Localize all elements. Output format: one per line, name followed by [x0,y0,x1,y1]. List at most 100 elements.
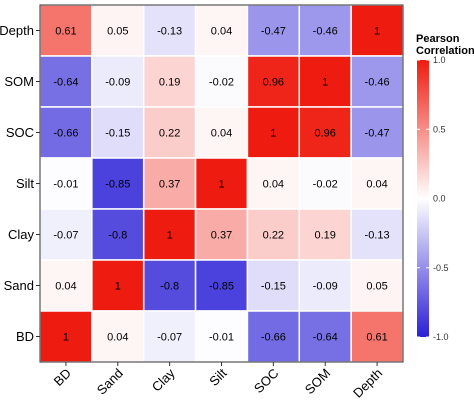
cell-value-label: -0.13 [157,26,182,38]
legend-title-line-1: Pearson [416,33,460,45]
cell-value-label: 0.37 [159,179,180,191]
cell-value-label: -0.13 [365,230,390,242]
cell-value-label: -0.09 [105,77,130,89]
cell-value-label: -0.01 [53,179,78,191]
cell-value-label: 1 [270,128,276,140]
y-tick-label-silt: Silt [16,176,34,191]
y-tick-label-depth: Depth [0,23,34,38]
heatmap-cell-depth-sand [91,4,145,57]
cell-value-label: 1 [322,77,328,89]
heatmap-cell-bd-silt [194,310,249,363]
cell-value-label: -0.47 [365,128,390,140]
cell-value-label: -0.64 [53,77,78,89]
y-axis-ticks: Depth SOM SOC Silt Clay Sand BD [0,23,40,344]
cell-value-label: 1 [115,281,121,293]
cell-value-label: 0.04 [263,179,284,191]
cell-value-label: -0.01 [209,332,234,344]
heatmap-cell-clay-bd [39,208,93,261]
heatmap-cell-silt-sand [91,157,145,210]
heatmap-cell-silt-bd [39,157,93,210]
cell-value-label: -0.85 [209,281,234,293]
y-tick-label-som: SOM [4,74,34,89]
cell-value-label: 0.04 [55,281,76,293]
cell-value-label: -0.47 [261,26,286,38]
x-tick-label-soc: SOC [251,366,282,397]
cell-value-label: -0.8 [108,230,127,242]
cell-value-label: 1 [63,332,69,344]
x-tick-label-sand: Sand [94,366,126,398]
heatmap-cell-soc-silt [194,106,249,159]
legend-ticks: 1.0 0.5 0.0 -0.5 -1.0 [417,55,449,342]
heatmap-cell-sand-sand [91,259,145,312]
heatmap-cell-sand-bd [39,259,93,312]
heatmap-cell-sand-depth [350,259,404,312]
x-tick-label-depth: Depth [350,366,385,400]
legend-title-line-2: Correlation [416,45,474,57]
heatmap-cell-som-soc [246,55,301,108]
cell-value-label: 0.05 [107,26,128,38]
x-axis-ticks: BD Sand Clay Silt SOC SOM Depth [51,362,385,400]
x-tick-label-silt: Silt [206,365,230,389]
heatmap-cell-soc-sand [91,106,145,159]
x-tick-label-clay: Clay [149,365,178,394]
legend-tick-label: -1.0 [433,332,449,342]
cell-value-label: -0.02 [209,77,234,89]
cell-value-label: -0.46 [365,77,390,89]
cell-value-label: -0.8 [160,281,179,293]
heatmap-cell-bd-depth [350,310,404,363]
cell-value-label: 0.05 [366,281,387,293]
cell-value-label: -0.85 [105,179,130,191]
cell-value-label: -0.07 [157,332,182,344]
legend-tick-label: 0.0 [433,194,446,204]
cell-value-label: 0.19 [315,230,336,242]
heatmap-cell-som-clay [142,55,197,108]
cell-value-label: 0.96 [315,128,336,140]
legend-tick-label: 0.5 [433,124,446,134]
heatmap-cell-soc-soc [246,106,301,159]
heatmap-cell-depth-som [298,4,352,57]
color-legend: Pearson Correlation 1.0 0.5 0.0 -0.5 -1.0 [416,33,474,342]
cell-value-label: 0.37 [211,230,232,242]
cell-value-label: 0.19 [159,77,180,89]
cell-value-label: -0.64 [313,332,338,344]
cell-value-label: -0.66 [53,128,78,140]
cell-value-label: 0.96 [263,77,284,89]
cell-value-label: -0.09 [313,281,338,293]
cell-value-label: -0.07 [53,230,78,242]
cell-value-label: -0.46 [313,26,338,38]
heatmap-cell-soc-depth [350,106,404,159]
cell-value-label: 0.04 [211,26,232,38]
x-tick-label-bd: BD [51,366,74,389]
cell-value-label: 0.22 [159,128,180,140]
y-tick-label-soc: SOC [6,125,34,140]
heatmap-cell-silt-som [298,157,352,210]
heatmap-cell-soc-som [298,106,352,159]
legend-tick-label: 1.0 [433,55,446,65]
heatmap-cell-clay-clay [142,208,197,261]
cell-value-label: 0.61 [366,332,387,344]
heatmap-cells: 0.61 0.05 -0.13 0.04 -0.47 -0.46 1 -0.64 -0.09 0.… [39,4,404,363]
y-tick-label-bd: BD [16,329,34,344]
cell-value-label: -0.02 [313,179,338,191]
cell-value-label: -0.15 [261,281,286,293]
y-tick-label-sand: Sand [4,278,34,293]
heatmap-cell-bd-clay [142,310,197,363]
cell-value-label: -0.66 [261,332,286,344]
cell-value-label: 0.22 [263,230,284,242]
cell-value-label: 0.61 [55,26,76,38]
legend-tick-label: -0.5 [433,263,449,273]
cell-value-label: 1 [218,179,224,191]
cell-value-label: 1 [374,26,380,38]
cell-value-label: 0.04 [211,128,232,140]
heatmap-cell-som-depth [350,55,404,108]
cell-value-label: 0.04 [107,332,128,344]
cell-value-label: 0.04 [366,179,387,191]
heatmap-cell-soc-clay [142,106,197,159]
x-tick-label-som: SOM [302,366,334,398]
cell-value-label: 1 [167,230,173,242]
heatmap-cell-bd-som [298,310,352,363]
cell-value-label: -0.15 [105,128,130,140]
y-tick-label-clay: Clay [8,227,35,242]
heatmap-cell-bd-soc [246,310,301,363]
